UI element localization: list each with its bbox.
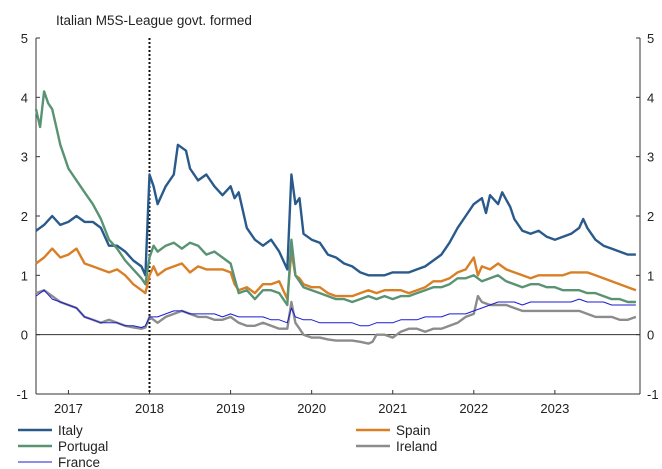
x-tick-label: 2022 — [459, 401, 488, 416]
y-tick-label-right: 2 — [647, 209, 654, 224]
series-line-portugal — [34, 90, 636, 307]
y-tick-label-left: 1 — [21, 268, 28, 283]
y-tick-label-right: 0 — [647, 328, 654, 343]
event-annotation: Italian M5S-League govt. formed — [56, 13, 252, 28]
y-tick-label-right: 5 — [647, 31, 654, 46]
series-line-ireland — [35, 289, 637, 345]
x-tick-label: 2017 — [54, 401, 83, 416]
x-tick-label: 2021 — [378, 401, 407, 416]
y-tick-label-left: 5 — [21, 31, 28, 46]
chart-legend: Italy Spain Portugal Ireland France — [18, 423, 437, 469]
y-tick-label-left: 3 — [21, 150, 28, 165]
x-tick-label: 2020 — [297, 401, 326, 416]
y-tick-label-left: 0 — [21, 328, 28, 343]
y-tick-label-right: 4 — [647, 90, 654, 105]
series-line-spain — [35, 247, 637, 301]
legend-label-italy: Italy — [58, 423, 83, 438]
legend-label-ireland: Ireland — [396, 439, 437, 454]
y-tick-label-left: -1 — [16, 387, 28, 402]
x-tick-label: 2023 — [540, 401, 569, 416]
y-tick-label-right: -1 — [647, 387, 659, 402]
chart-series — [34, 90, 637, 345]
legend-label-portugal: Portugal — [58, 439, 108, 454]
legend-label-spain: Spain — [396, 423, 431, 438]
y-tick-label-left: 4 — [21, 90, 28, 105]
series-line-france — [35, 289, 636, 328]
y-tick-label-right: 3 — [647, 150, 654, 165]
chart-axes — [35, 37, 641, 395]
chart-labels: Italian M5S-League govt. formed -1 -1 0 0 1 1… — [16, 13, 658, 416]
x-tick-label: 2019 — [216, 401, 245, 416]
y-tick-label-right: 1 — [647, 268, 654, 283]
x-tick-label: 2018 — [135, 401, 164, 416]
series-line-italy — [35, 143, 636, 277]
legend-label-france: France — [58, 455, 100, 469]
y-tick-label-left: 2 — [21, 209, 28, 224]
